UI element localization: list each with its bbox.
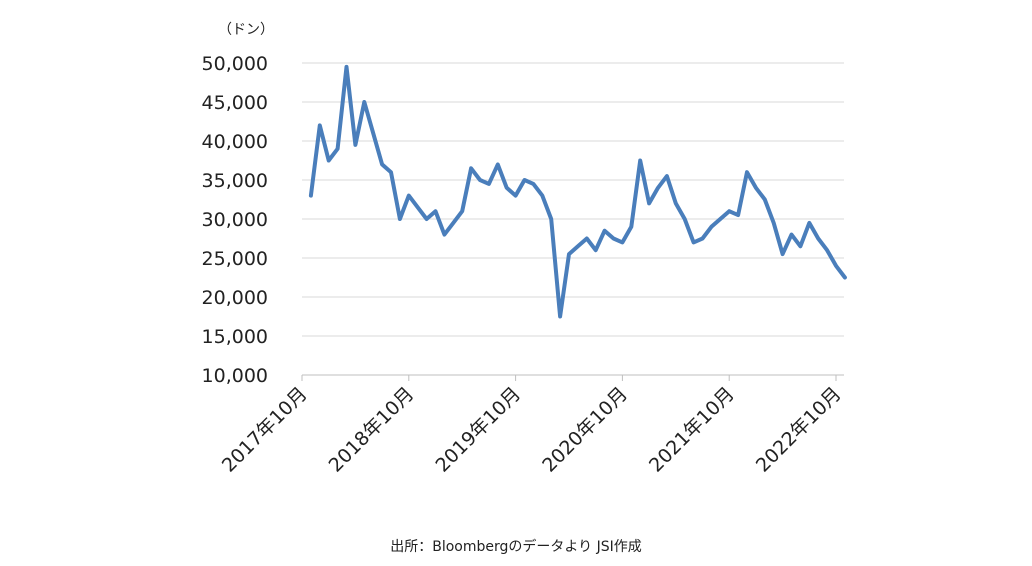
y-axis-tick-labels: 50,000 45,000 40,000 35,000 30,000 25,000 20,0… (202, 53, 268, 387)
x-axis-tick-labels: 2017年10月 2018年10月 2019年10月 2020年10月 2021年10月… (218, 375, 846, 477)
y-tick-label: 45,000 (202, 92, 268, 114)
x-tick-label: 2019年10月 (431, 383, 525, 477)
y-tick-label: 10,000 (202, 365, 268, 387)
x-tick-label: 2017年10月 (218, 383, 312, 477)
x-tick-label: 2021年10月 (645, 383, 739, 477)
y-tick-label: 40,000 (202, 131, 268, 153)
y-tick-label: 50,000 (202, 53, 268, 75)
y-tick-label: 35,000 (202, 170, 268, 192)
y-tick-label: 25,000 (202, 248, 268, 270)
y-tick-label: 30,000 (202, 209, 268, 231)
series-line (308, 64, 847, 319)
source-note: 出所：Bloombergのデータより JSI作成 (390, 539, 642, 555)
y-tick-label: 15,000 (202, 326, 268, 348)
x-tick-label: 2022年10月 (752, 383, 846, 477)
x-tick-label: 2020年10月 (538, 383, 632, 477)
x-tick-label: 2018年10月 (325, 383, 419, 477)
y-tick-label: 20,000 (202, 287, 268, 309)
y-axis-unit-label: （ドン） (218, 22, 274, 38)
